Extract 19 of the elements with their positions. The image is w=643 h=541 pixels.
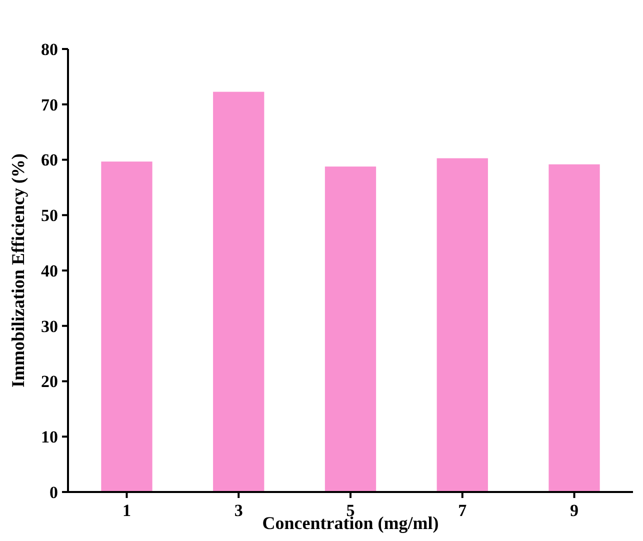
y-tick-label: 30 <box>41 316 58 336</box>
y-tick-label: 20 <box>41 372 58 392</box>
x-tick-label: 9 <box>570 501 579 520</box>
bar <box>324 166 376 492</box>
y-tick-label: 70 <box>41 95 58 114</box>
bar <box>101 162 152 492</box>
y-tick-label: 0 <box>50 482 58 502</box>
bar <box>213 92 264 492</box>
y-tick-label: 80 <box>41 40 58 59</box>
y-tick-label: 10 <box>41 428 58 447</box>
y-axis-title: Immobilization Efficiency (%) <box>8 154 28 388</box>
x-tick-label: 3 <box>234 501 243 520</box>
x-tick-label: 1 <box>122 501 131 520</box>
x-tick-label: 7 <box>458 501 468 520</box>
bar <box>548 164 600 492</box>
y-tick-label: 40 <box>41 261 58 280</box>
y-tick-label: 50 <box>41 206 58 226</box>
y-tick-label: 60 <box>41 150 58 170</box>
bar <box>436 158 488 492</box>
